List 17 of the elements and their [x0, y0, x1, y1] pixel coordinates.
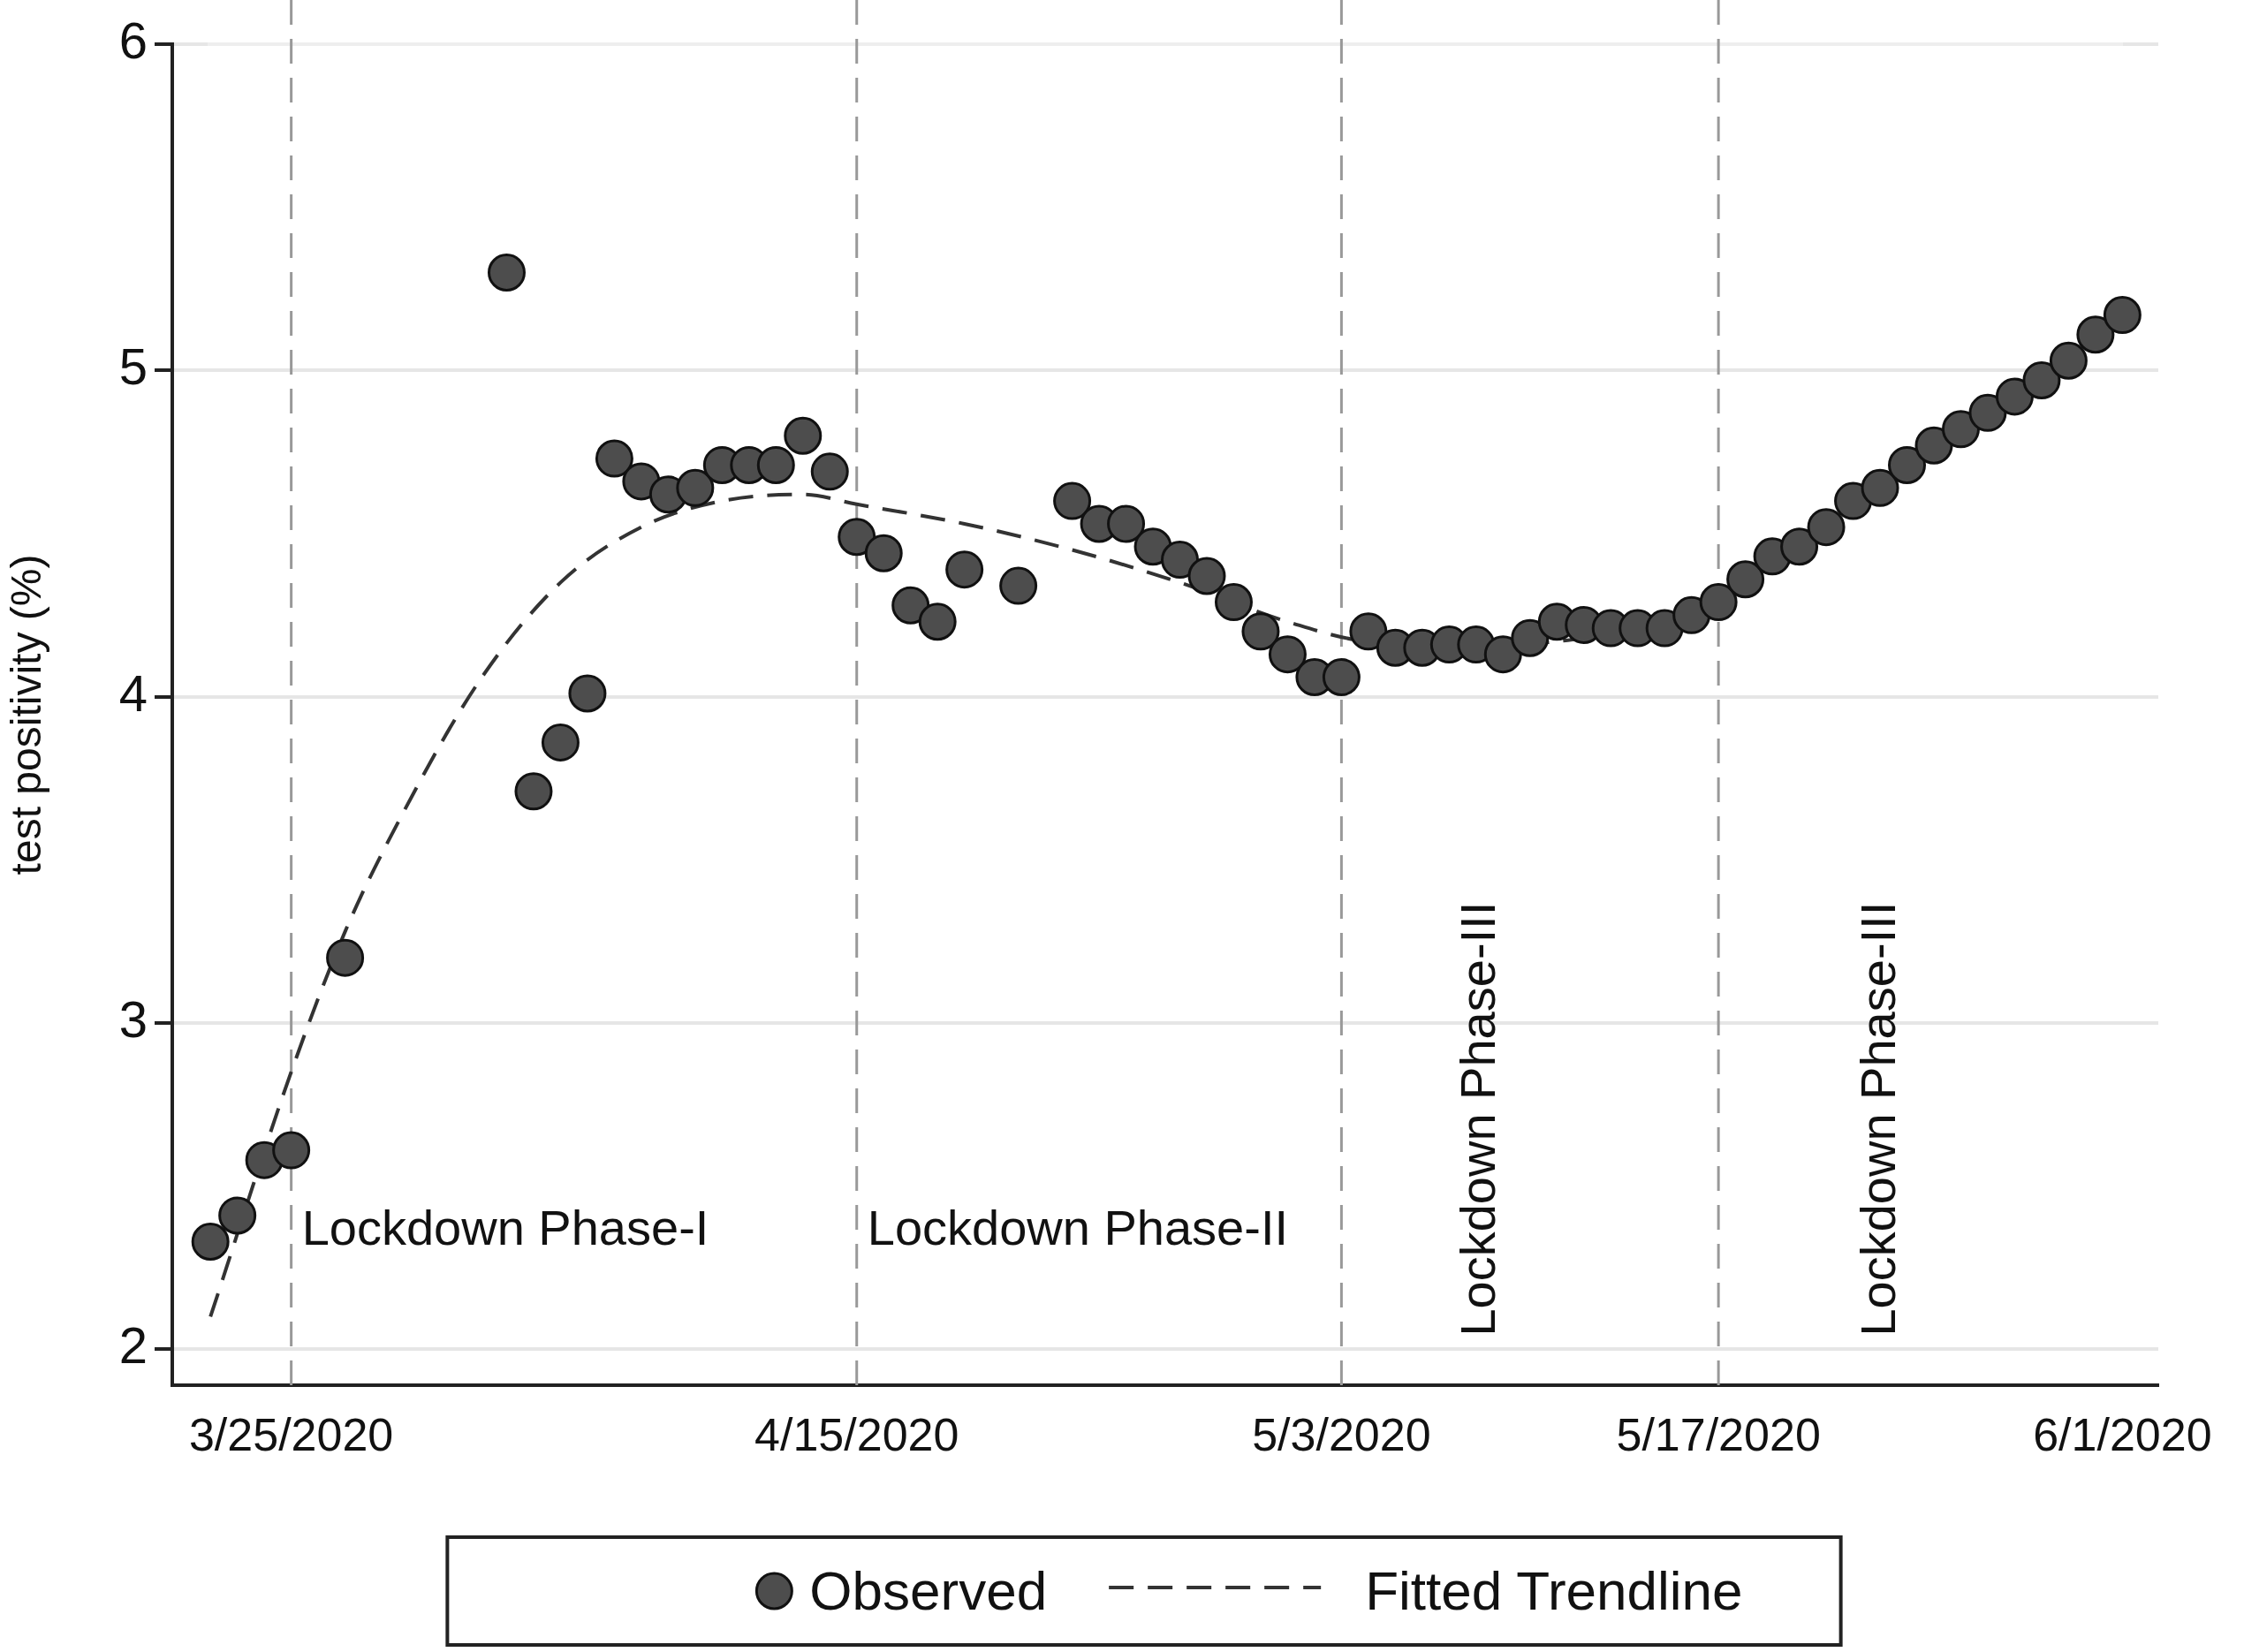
ref-line-label: Lockdown Phase-III	[1849, 901, 1906, 1337]
y-tick-label: 2	[118, 1316, 148, 1375]
x-tick-label: 6/1/2020	[2033, 1408, 2212, 1460]
y-tick-label: 4	[118, 663, 148, 722]
x-tick-label: 5/3/2020	[1252, 1408, 1431, 1460]
y-tick-label: 5	[118, 337, 148, 396]
ref-line-label: Lockdown Phase-III	[1449, 901, 1505, 1337]
y-tick-label: 3	[118, 990, 148, 1049]
y-tick-label: 6	[118, 11, 148, 69]
legend-label: Fitted Trendline	[1365, 1560, 1743, 1622]
x-tick-label: 3/25/2020	[188, 1408, 394, 1460]
legend-label: Observed	[809, 1560, 1048, 1622]
y-axis-title: test positivity (%)	[3, 554, 50, 875]
x-tick-label: 4/15/2020	[754, 1408, 959, 1460]
x-tick-label: 5/17/2020	[1616, 1408, 1821, 1460]
ref-line-label: Lockdown Phase-I	[301, 1200, 709, 1256]
ref-line-label: Lockdown Phase-II	[867, 1200, 1289, 1256]
